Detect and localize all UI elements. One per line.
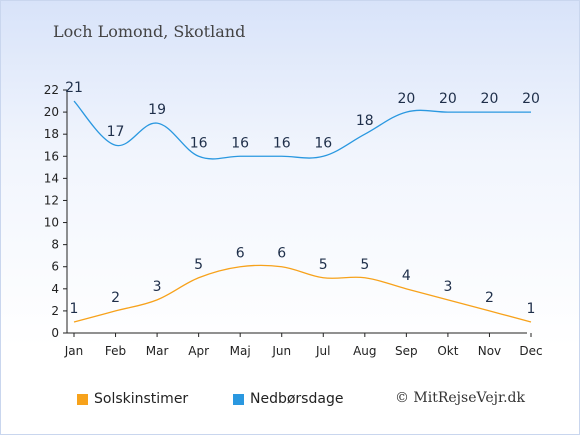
data-label-sunshine: 3	[443, 279, 452, 295]
x-tick-label: Dec	[519, 344, 542, 358]
data-label-sunshine: 3	[153, 279, 162, 295]
data-label-rain-days: 18	[356, 113, 374, 129]
data-label-rain-days: 19	[148, 102, 166, 118]
data-label-sunshine: 1	[70, 301, 79, 317]
x-tick-label: Apr	[188, 344, 209, 358]
x-tick-label: Aug	[353, 344, 376, 358]
data-label-sunshine: 6	[277, 246, 286, 262]
series-line-rain-days	[73, 100, 531, 160]
legend-swatch-sunshine	[77, 393, 88, 405]
y-tick-label: 8	[51, 238, 59, 252]
y-tick-label: 6	[51, 260, 59, 274]
x-tick-label: Jan	[64, 344, 84, 358]
data-label-rain-days: 20	[397, 91, 415, 107]
y-tick-label: 22	[44, 83, 59, 97]
data-label-sunshine: 4	[402, 268, 411, 284]
data-label-rain-days: 20	[481, 91, 499, 107]
y-tick-label: 0	[51, 326, 59, 340]
y-tick-label: 4	[51, 282, 59, 296]
legend-item-rain-days: Nedbørsdage	[233, 391, 343, 407]
y-tick-label: 18	[44, 127, 59, 141]
series-line-sunshine	[73, 264, 532, 323]
data-label-sunshine: 2	[111, 290, 120, 306]
legend-label-rain-days: Nedbørsdage	[250, 391, 344, 407]
data-label-rain-days: 17	[107, 124, 125, 140]
data-label-sunshine: 5	[360, 257, 369, 273]
data-label-sunshine: 5	[319, 257, 328, 273]
data-label-rain-days: 20	[439, 91, 457, 107]
x-tick-label: Maj	[230, 344, 251, 358]
data-label-rain-days: 16	[190, 135, 208, 151]
y-tick-label: 10	[44, 216, 59, 230]
y-tick-label: 20	[44, 105, 59, 119]
legend-label-sunshine: Solskinstimer	[94, 391, 189, 407]
x-tick-label: Nov	[478, 344, 501, 358]
x-tick-label: Jun	[271, 344, 291, 358]
y-tick-label: 16	[44, 149, 59, 163]
x-tick-label: Jul	[315, 344, 330, 358]
x-tick-label: Sep	[395, 344, 418, 358]
data-label-rain-days: 16	[314, 135, 332, 151]
data-label-sunshine: 2	[485, 290, 494, 306]
x-tick-label: Feb	[105, 344, 126, 358]
y-tick-label: 12	[44, 193, 59, 207]
x-tick-label: Mar	[146, 344, 169, 358]
legend-item-sunshine: Solskinstimer	[77, 391, 188, 407]
credit-text: © MitRejseVejr.dk	[394, 390, 525, 406]
data-label-sunshine: 6	[236, 246, 245, 262]
data-label-sunshine: 5	[194, 257, 203, 273]
y-tick-label: 14	[44, 171, 59, 185]
legend-swatch-rain-days	[233, 393, 244, 405]
data-label-sunshine: 1	[527, 301, 536, 317]
x-tick-label: Okt	[437, 344, 458, 358]
data-label-rain-days: 16	[273, 135, 291, 151]
y-tick-label: 2	[51, 304, 59, 318]
data-label-rain-days: 21	[65, 80, 83, 96]
chart-title: Loch Lomond, Skotland	[53, 22, 246, 41]
data-label-rain-days: 20	[522, 91, 540, 107]
data-label-rain-days: 16	[231, 135, 249, 151]
